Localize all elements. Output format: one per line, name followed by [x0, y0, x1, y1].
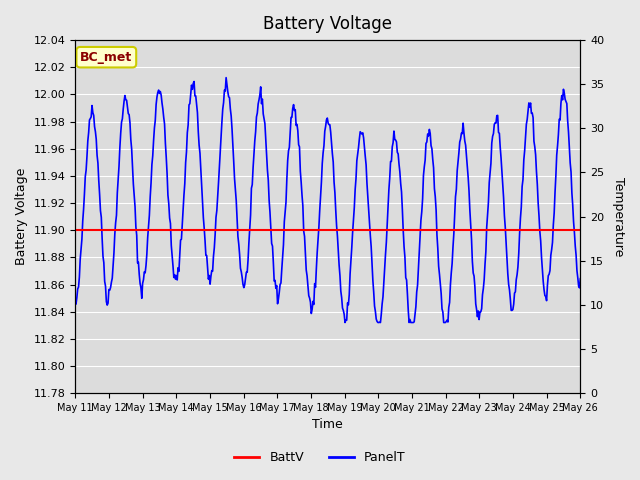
Title: Battery Voltage: Battery Voltage — [263, 15, 392, 33]
Y-axis label: Temperature: Temperature — [612, 177, 625, 256]
X-axis label: Time: Time — [312, 419, 343, 432]
Text: BC_met: BC_met — [80, 51, 132, 64]
Y-axis label: Battery Voltage: Battery Voltage — [15, 168, 28, 265]
Legend: BattV, PanelT: BattV, PanelT — [229, 446, 411, 469]
